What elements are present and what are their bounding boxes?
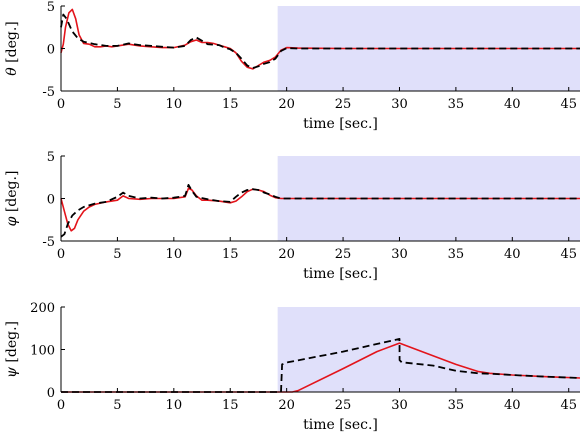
y-tick-label: 0	[47, 193, 55, 208]
x-tick-label: 45	[560, 398, 577, 413]
y-axis-label: θ [deg.]	[4, 21, 20, 75]
x-axis-label: time [sec.]	[303, 116, 378, 132]
panel-psi: 0 5 10 15 20 25 30 35 40 45 0 100 200 time [sec.] ψ [d…	[4, 301, 581, 433]
series-line-dashed	[60, 13, 580, 69]
y-axis-label: ψ [deg.]	[4, 321, 20, 378]
y-tick-label: -5	[42, 85, 55, 100]
x-tick-label: 45	[560, 97, 577, 112]
x-axis-label: time [sec.]	[303, 417, 378, 433]
y-tick-label: 0	[47, 43, 55, 58]
series-line-dashed	[61, 337, 581, 393]
series-line-solid	[61, 342, 581, 393]
x-tick-label: 0	[57, 97, 65, 112]
shaded-region	[277, 307, 580, 392]
x-tick-label: 20	[278, 97, 295, 112]
y-axis-symbol: θ	[4, 67, 20, 76]
x-tick-label: 35	[448, 247, 465, 262]
y-axis-unit: [deg.]	[4, 21, 20, 67]
x-tick-label: 30	[391, 398, 408, 413]
x-tick-label: 20	[278, 398, 295, 413]
y-tick-label: 100	[30, 344, 55, 359]
x-tick-label: 25	[335, 398, 352, 413]
x-tick-label: 35	[448, 97, 465, 112]
y-tick-label: 5	[47, 0, 55, 15]
y-axis-label: φ [deg.]	[4, 171, 20, 227]
x-tick-label: 10	[166, 398, 183, 413]
x-tick-label: 15	[222, 97, 239, 112]
x-tick-label: 45	[560, 247, 577, 262]
x-tick-label: 0	[57, 398, 65, 413]
x-tick-label: 20	[278, 247, 295, 262]
x-tick-label: 15	[222, 247, 239, 262]
y-tick-label: 5	[47, 150, 55, 165]
series-line-dashed	[60, 183, 580, 238]
y-axis-symbol: φ	[4, 216, 20, 226]
x-tick-label: 10	[166, 97, 183, 112]
x-tick-label: 10	[166, 247, 183, 262]
x-tick-label: 25	[335, 97, 352, 112]
x-tick-label: 40	[504, 97, 521, 112]
x-tick-label: 40	[504, 398, 521, 413]
x-tick-label: 0	[57, 247, 65, 262]
x-tick-label: 5	[113, 97, 121, 112]
x-tick-label: 30	[391, 247, 408, 262]
x-tick-label: 15	[222, 398, 239, 413]
y-axis-unit: [deg.]	[4, 321, 20, 367]
y-tick-label: 200	[30, 301, 55, 316]
x-tick-label: 5	[113, 247, 121, 262]
y-axis-symbol: ψ	[4, 366, 20, 378]
x-tick-label: 25	[335, 247, 352, 262]
x-tick-label: 5	[113, 398, 121, 413]
series-line-solid	[60, 8, 580, 70]
x-tick-label: 30	[391, 97, 408, 112]
y-tick-label: -5	[42, 235, 55, 250]
x-tick-label: 35	[448, 398, 465, 413]
x-tick-label: 40	[504, 247, 521, 262]
x-axis-label: time [sec.]	[303, 266, 378, 282]
y-tick-label: 0	[47, 386, 55, 401]
y-axis-unit: [deg.]	[4, 171, 20, 217]
